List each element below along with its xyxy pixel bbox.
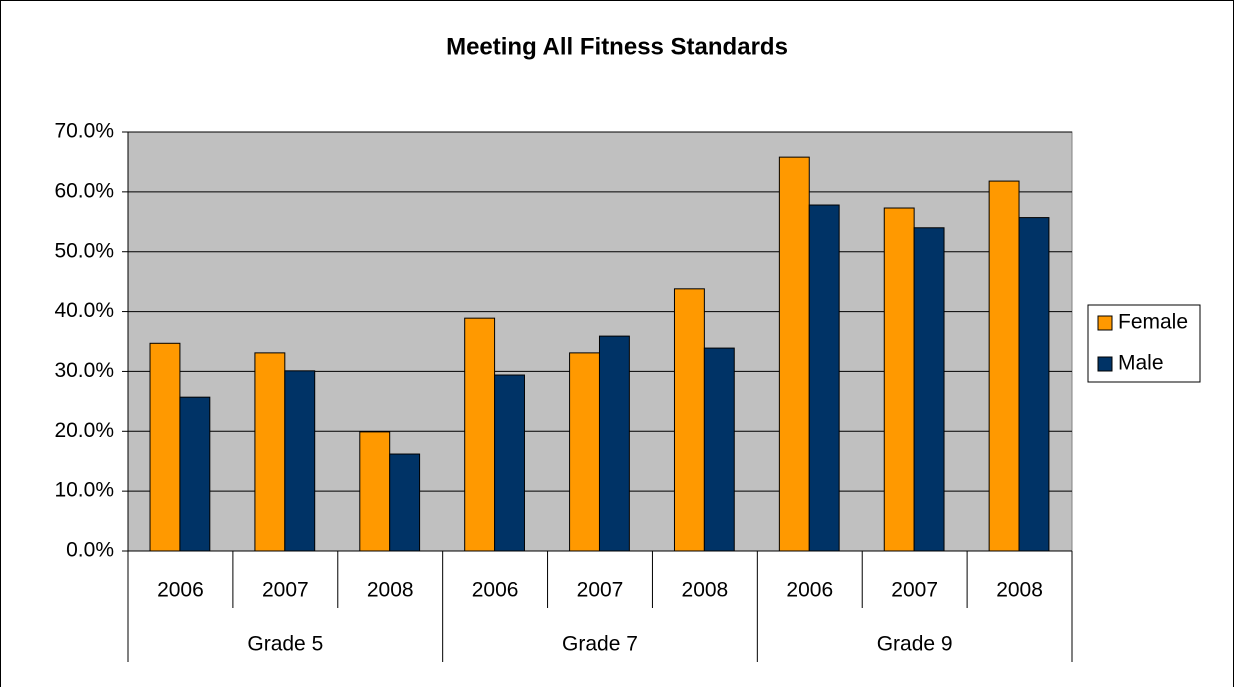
- bar: [703, 347, 735, 552]
- x-tick-label: 2008: [682, 579, 729, 602]
- bar: [673, 288, 705, 552]
- bar: [569, 352, 600, 552]
- bar: [359, 431, 391, 552]
- bar: [149, 342, 181, 552]
- bar: [1018, 217, 1050, 552]
- group-label: Grade 9: [877, 633, 953, 656]
- bar: [988, 180, 1020, 552]
- x-tick-label: 2008: [367, 579, 414, 602]
- x-tick-label: 2007: [262, 579, 309, 602]
- bar: [808, 204, 840, 552]
- x-tick-label: 2006: [157, 579, 204, 602]
- y-tick-label: 20.0%: [54, 419, 114, 442]
- y-tick-label: 10.0%: [54, 479, 114, 502]
- x-tick-label: 2007: [891, 579, 938, 602]
- bar: [179, 396, 211, 552]
- legend-label: Female: [1118, 311, 1188, 334]
- bar: [778, 156, 810, 552]
- bar: [494, 374, 525, 552]
- legend-swatch: [1097, 315, 1113, 331]
- y-tick-label: 40.0%: [54, 299, 114, 322]
- bar: [284, 370, 316, 552]
- group-label: Grade 7: [562, 633, 638, 656]
- chart-title: Meeting All Fitness Standards: [446, 33, 788, 60]
- group-label: Grade 5: [247, 633, 323, 656]
- bar: [389, 453, 421, 552]
- y-tick-label: 30.0%: [54, 359, 114, 382]
- bar: [254, 352, 286, 552]
- x-tick-label: 2006: [786, 579, 833, 602]
- y-tick-label: 0.0%: [66, 539, 114, 562]
- bar: [464, 317, 496, 552]
- legend-label: Male: [1118, 352, 1164, 375]
- y-tick-label: 60.0%: [54, 179, 114, 202]
- y-tick-label: 70.0%: [54, 120, 114, 143]
- legend-swatch: [1097, 356, 1113, 372]
- x-tick-label: 2008: [996, 579, 1043, 602]
- x-tick-label: 2006: [472, 579, 519, 602]
- bar: [913, 227, 945, 552]
- bar: [883, 207, 915, 552]
- y-tick-label: 50.0%: [54, 239, 114, 262]
- x-tick-label: 2007: [577, 579, 624, 602]
- bar: [598, 335, 630, 552]
